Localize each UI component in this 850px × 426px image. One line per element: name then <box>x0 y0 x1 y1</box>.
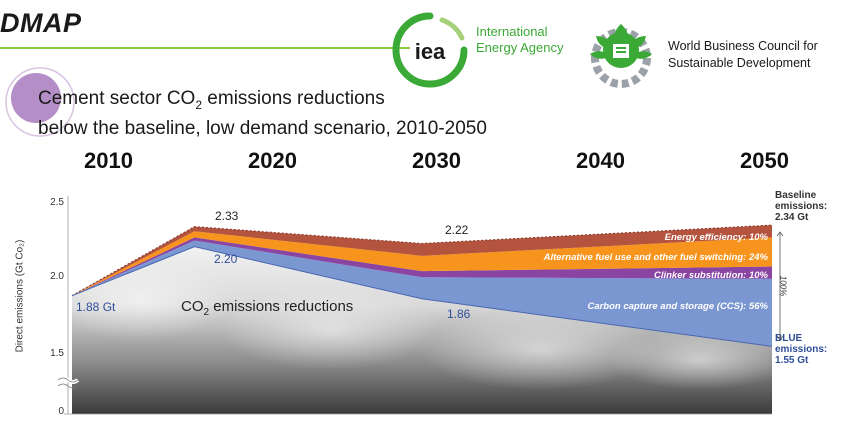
iea-logo: iea <box>392 12 468 88</box>
iea-org-name: International Energy Agency <box>476 24 563 56</box>
band-ccs <box>72 240 772 347</box>
chart-title: Cement sector CO2 emissions reductions b… <box>38 87 487 141</box>
band-fuel-switching <box>72 231 772 296</box>
chart-title-line1: Cement sector CO2 emissions reductions <box>38 88 385 112</box>
iea-logo-text: iea <box>415 39 446 64</box>
header-divider <box>0 47 410 49</box>
cloud-0 <box>50 260 230 340</box>
wbcsd-org-name: World Business Council for Sustainable D… <box>668 38 818 72</box>
chart-title-line2: below the baseline, low demand scenario,… <box>38 117 487 139</box>
blue-emissions-label: BLUE emissions: 1.55 Gt <box>775 333 828 366</box>
y-tick-2-5: 2.5 <box>50 197 64 208</box>
blue-2030-label: 1.86 <box>447 307 471 321</box>
baseline-2030-label: 2.22 <box>445 223 469 237</box>
legend-fuel-switching: Alternative fuel use and other fuel swit… <box>543 252 768 263</box>
y-tick-0: 0 <box>58 406 64 417</box>
decade-label-2030: 2030 <box>412 148 461 173</box>
axis-break-marker <box>56 376 80 389</box>
wbcsd-org-line2: Sustainable Development <box>668 56 811 70</box>
cloud-1 <box>220 290 440 370</box>
baseline-emissions-label: Baseline emissions: 2.34 Gt <box>775 190 828 223</box>
wbcsd-logo <box>590 24 652 88</box>
iea-org-line1: International <box>476 24 548 39</box>
band-energy-efficiency <box>72 225 772 296</box>
cloud-2 <box>420 310 660 390</box>
cloud-3 <box>610 330 790 390</box>
title-bubble-icon <box>5 67 75 137</box>
legend-energy-efficiency: Energy efficiency: 10% <box>664 232 768 243</box>
y-tick-2-0: 2.0 <box>50 271 64 282</box>
emissions-chart <box>50 196 790 415</box>
start-value-label: 1.88 Gt <box>76 300 116 314</box>
total-reduction-bracket <box>776 231 784 341</box>
plot-area <box>50 224 790 414</box>
wbcsd-org-line1: World Business Council for <box>668 39 818 53</box>
header-title: DMAP <box>0 8 82 38</box>
decade-label-2020: 2020 <box>248 148 297 173</box>
blue-2020-label: 2.20 <box>214 252 238 266</box>
y-tick-1-5: 1.5 <box>50 348 64 359</box>
decade-label-2050: 2050 <box>740 148 789 173</box>
iea-org-line2: Energy Agency <box>476 40 564 55</box>
blue-line <box>71 246 773 347</box>
baseline-2020-label: 2.33 <box>215 209 239 223</box>
decade-label-2010: 2010 <box>84 148 133 173</box>
legend-ccs: Carbon capture and storage (CCS): 56% <box>587 301 768 312</box>
decade-label-2040: 2040 <box>576 148 625 173</box>
legend-clinker: Clinker substitution: 10% <box>653 270 768 281</box>
reductions-area-label: CO2 emissions reductions <box>181 298 354 318</box>
